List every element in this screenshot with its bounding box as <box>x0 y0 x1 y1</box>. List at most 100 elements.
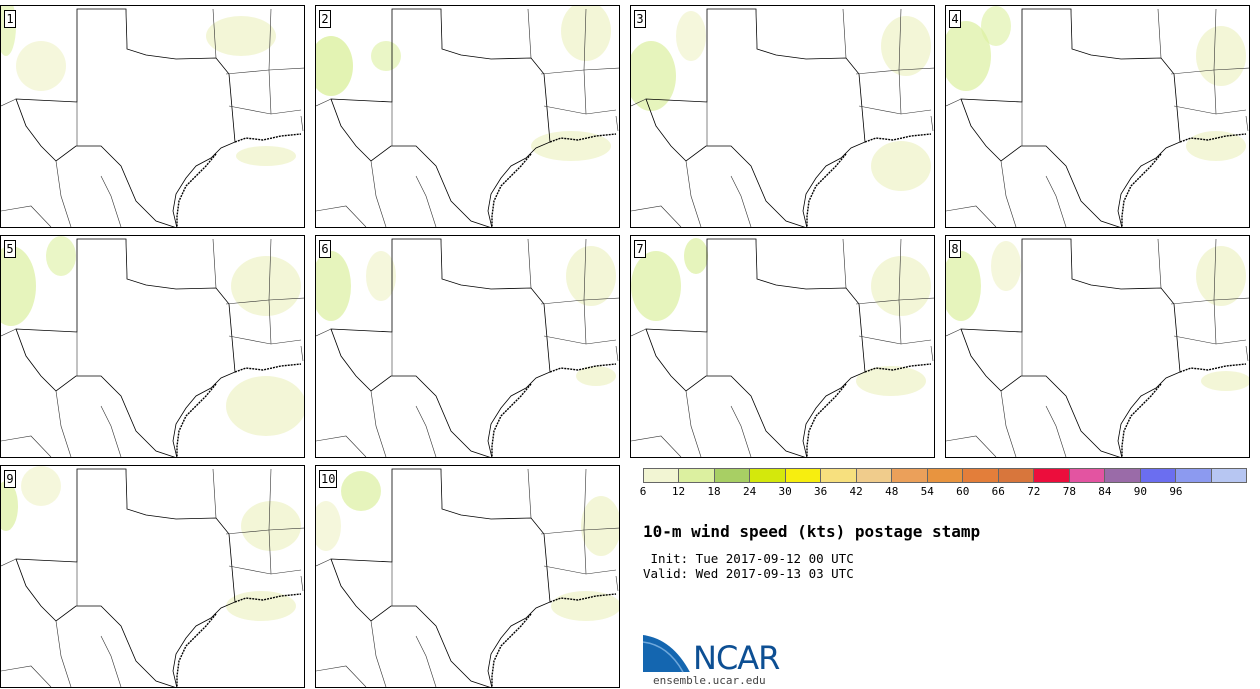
colorbar-tick-label: 24 <box>742 485 757 498</box>
ensemble-member-map <box>1 236 304 457</box>
border-line <box>930 345 934 362</box>
member-number-label: 3 <box>634 10 646 28</box>
state-border <box>15 468 236 687</box>
coastline <box>176 133 302 227</box>
border-line <box>583 8 587 115</box>
border-line <box>583 238 587 345</box>
wind-speed-shading <box>566 246 616 306</box>
border-line <box>1 665 52 687</box>
colorbar-segment <box>1069 469 1106 482</box>
panel-10: 10 <box>315 465 620 688</box>
panel-2: 2 <box>315 5 620 228</box>
border-line <box>125 8 128 50</box>
colorbar-tick-label: 66 <box>991 485 1005 498</box>
colorbar-segment <box>892 469 928 482</box>
border-line <box>1070 8 1073 50</box>
border-line <box>415 405 437 457</box>
wind-speed-shading <box>236 146 296 166</box>
state-border <box>330 238 551 457</box>
ncar-logo-icon <box>643 633 692 673</box>
border-line <box>1 205 52 227</box>
border-line <box>1245 345 1249 362</box>
wind-speed-colorbar <box>643 468 1247 483</box>
colorbar-segment <box>644 469 680 482</box>
border-line <box>1245 115 1249 132</box>
init-time: Init: Tue 2017-09-12 00 UTC <box>643 551 854 566</box>
wind-speed-shading <box>1 246 36 326</box>
border-line <box>615 115 619 132</box>
colorbar-segment <box>927 469 964 482</box>
border-line <box>440 8 443 50</box>
state-border <box>330 8 551 227</box>
border-line <box>1213 238 1217 345</box>
border-line <box>1213 8 1217 115</box>
member-number-label: 8 <box>949 240 961 258</box>
border-line <box>55 390 72 457</box>
colorbar-segment <box>1176 469 1212 482</box>
wind-speed-shading <box>856 366 926 396</box>
logo-url: ensemble.ucar.edu <box>653 674 766 687</box>
border-line <box>631 205 682 227</box>
border-line <box>527 238 532 289</box>
border-line <box>730 405 752 457</box>
state-border <box>330 468 551 687</box>
border-line <box>212 8 217 59</box>
border-line <box>316 205 367 227</box>
colorbar-tick-label: 30 <box>778 485 792 498</box>
colorbar-tick-label: 84 <box>1098 485 1112 498</box>
border-line <box>228 335 302 345</box>
coastline <box>491 133 617 227</box>
state-border <box>15 8 236 227</box>
border-line <box>615 575 619 592</box>
panel-6: 6 <box>315 235 620 458</box>
border-line <box>946 98 962 107</box>
border-line <box>440 238 443 280</box>
coastline <box>1121 363 1247 457</box>
ensemble-member-map <box>631 8 934 227</box>
border-line <box>1 558 17 567</box>
panel-5: 5 <box>0 235 305 458</box>
wind-speed-shading <box>551 591 619 621</box>
panel-9: 9 <box>0 465 305 688</box>
member-number-label: 5 <box>4 240 16 258</box>
panel-3: 3 <box>630 5 935 228</box>
wind-speed-shading <box>16 41 66 91</box>
coastline <box>1121 133 1247 227</box>
border-line <box>527 468 532 519</box>
wind-speed-shading <box>1196 246 1246 306</box>
wind-speed-shading <box>881 16 931 76</box>
ensemble-member-map <box>946 238 1249 457</box>
border-line <box>212 468 217 519</box>
state-border <box>15 238 236 457</box>
coastline <box>491 363 617 457</box>
border-line <box>370 390 387 457</box>
coastline <box>806 133 932 227</box>
border-line <box>543 565 617 575</box>
border-line <box>316 98 332 107</box>
panel-7: 7 <box>630 235 935 458</box>
wind-speed-shading <box>341 471 381 511</box>
border-line <box>228 565 302 575</box>
border-line <box>268 8 272 115</box>
colorbar-segment <box>856 469 893 482</box>
border-line <box>1070 238 1073 280</box>
border-line <box>1173 335 1247 345</box>
ensemble-member-map <box>631 238 934 457</box>
member-number-label: 9 <box>4 470 16 488</box>
member-number-label: 2 <box>319 10 331 28</box>
coastline <box>176 593 302 687</box>
border-line <box>858 105 932 115</box>
border-line <box>316 328 332 337</box>
border-line <box>440 468 443 510</box>
border-line <box>583 468 587 575</box>
border-line <box>1173 105 1247 115</box>
colorbar-segment <box>1140 469 1177 482</box>
ensemble-member-map <box>1 6 304 227</box>
border-line <box>1157 8 1162 59</box>
border-line <box>300 575 304 592</box>
border-line <box>316 665 367 687</box>
wind-speed-shading <box>581 496 619 556</box>
colorbar-tick-label: 18 <box>707 485 721 498</box>
border-line <box>685 160 702 227</box>
state-border <box>645 8 866 227</box>
